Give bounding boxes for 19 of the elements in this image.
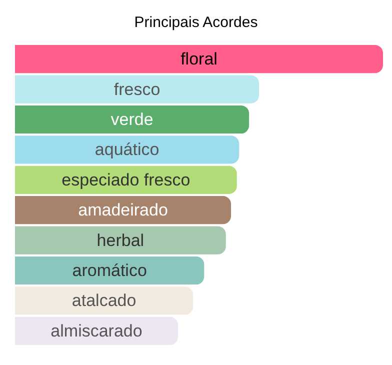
bar <box>15 45 383 74</box>
y-tick-label: amadeirado <box>78 200 168 220</box>
y-tick-label: aromático <box>72 261 147 280</box>
bar <box>15 75 259 104</box>
y-tick-label: fresco <box>114 80 160 99</box>
bar <box>15 256 204 285</box>
bar <box>15 136 240 164</box>
y-tick-label: floral <box>180 50 218 69</box>
y-tick-label: especiado fresco <box>62 170 190 190</box>
bar <box>15 105 250 134</box>
y-tick-label: aquático <box>94 140 160 160</box>
y-tick-label: verde <box>110 110 154 129</box>
y-tick-label: atalcado <box>72 291 136 310</box>
bar <box>15 286 194 315</box>
bar <box>15 196 232 224</box>
bar <box>15 226 226 254</box>
chart-title: Principais Acordes <box>134 14 258 31</box>
y-tick-label: almiscarado <box>50 321 142 340</box>
y-tick-label: herbal <box>96 230 144 250</box>
